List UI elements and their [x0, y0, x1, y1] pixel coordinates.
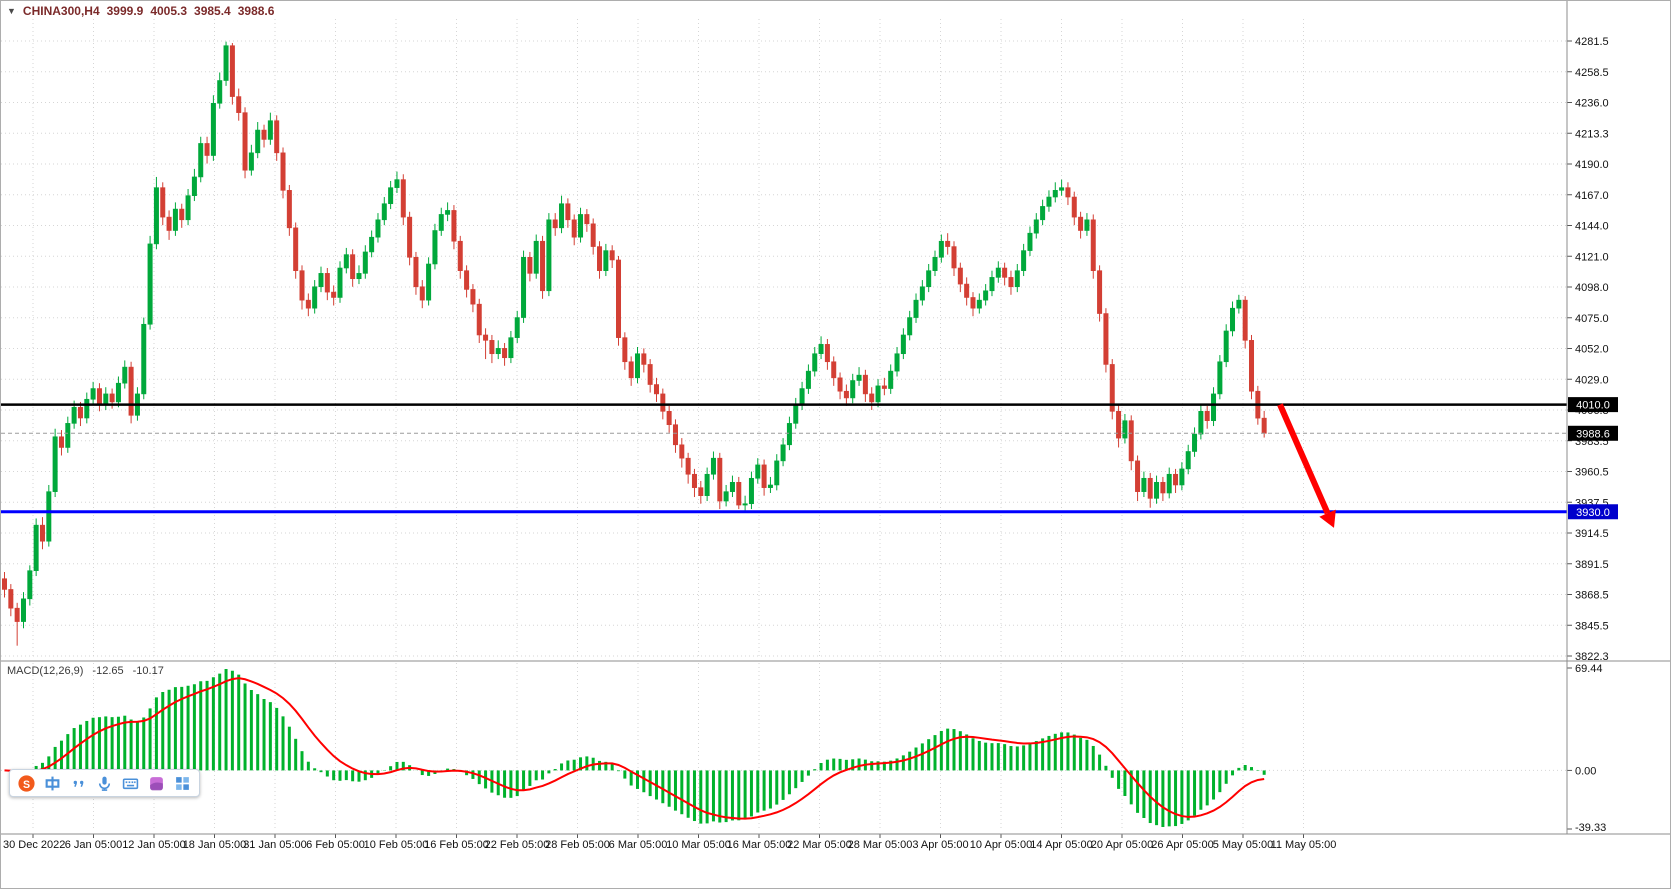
time-axis-label: 11 May 05:00 — [1271, 839, 1337, 851]
signal-value: -10.17 — [132, 665, 164, 677]
time-axis-label: 20 Apr 05:00 — [1091, 839, 1153, 851]
price-tick-label: 3914.5 — [1575, 528, 1609, 540]
time-axis-label: 6 Jan 05:00 — [65, 839, 123, 851]
macd-value: -12.65 — [92, 665, 124, 677]
price-tick-label: 4281.5 — [1575, 36, 1609, 48]
price-tick-label: 4190.0 — [1575, 159, 1609, 171]
price-tick-label: 3891.5 — [1575, 559, 1609, 571]
price-tick-label: 3868.5 — [1575, 590, 1609, 602]
skin-icon[interactable] — [148, 775, 165, 792]
macd-histogram — [9, 669, 1266, 827]
price-tick-label: 3845.5 — [1575, 620, 1609, 632]
price-tick-label: 4098.0 — [1575, 282, 1609, 294]
bid-price-tag: 3988.6 — [1568, 425, 1618, 441]
price-tick-label: 4258.5 — [1575, 67, 1609, 79]
support-price-tag: 3930.0 — [1568, 504, 1618, 520]
close-value: 3988.6 — [237, 4, 275, 18]
time-axis-label: 22 Feb 05:00 — [485, 839, 550, 851]
punctuation-icon[interactable] — [70, 775, 87, 792]
time-axis-label: 18 Jan 05:00 — [183, 839, 247, 851]
symbol-dropdown-icon[interactable]: ▼ — [7, 6, 16, 16]
svg-text:4010.0: 4010.0 — [1576, 400, 1610, 412]
voice-input-icon[interactable] — [96, 775, 113, 792]
price-tick-label: 4213.3 — [1575, 128, 1609, 140]
indicator-scale-label: 69.44 — [1575, 663, 1603, 675]
time-axis-label: 31 Jan 05:00 — [243, 839, 307, 851]
candlestick-series — [1, 41, 1267, 646]
price-tick-label: 4075.0 — [1575, 313, 1609, 325]
resistance-price-tag: 4010.0 — [1568, 397, 1618, 413]
indicator-axis: 69.44 0.00 -39.33 — [1567, 663, 1606, 834]
chart-header: ▼ CHINA300,H4 3999.9 4005.3 3985.4 3988.… — [7, 4, 274, 18]
time-axis-label: 10 Feb 05:00 — [364, 839, 429, 851]
time-axis-label: 3 Apr 05:00 — [912, 839, 968, 851]
symbol-timeframe-label: CHINA300,H4 — [22, 4, 100, 18]
svg-text:3988.6: 3988.6 — [1576, 428, 1610, 440]
price-tick-label: 4144.0 — [1575, 221, 1609, 233]
price-tick-label: 3960.5 — [1575, 467, 1609, 479]
sogou-logo-icon[interactable]: S — [18, 774, 35, 792]
time-axis-label: 26 Apr 05:00 — [1151, 839, 1213, 851]
time-axis-label: 10 Mar 05:00 — [666, 839, 731, 851]
panel-separators — [1, 1, 1670, 835]
time-axis-label: 12 Jan 05:00 — [122, 839, 186, 851]
svg-text:3930.0: 3930.0 — [1576, 507, 1610, 519]
time-axis-label: 28 Feb 05:00 — [545, 839, 610, 851]
macd-signal-line — [4, 677, 1265, 820]
time-axis-label: 6 Feb 05:00 — [306, 839, 365, 851]
chinese-mode-icon[interactable] — [44, 775, 61, 792]
indicator-name: MACD(12,26,9) — [7, 665, 84, 677]
high-value: 4005.3 — [150, 4, 188, 18]
time-axis-label: 28 Mar 05:00 — [848, 839, 913, 851]
price-tick-label: 4052.0 — [1575, 344, 1609, 356]
price-tick-label: 4121.0 — [1575, 251, 1609, 263]
time-axis-label: 6 Mar 05:00 — [609, 839, 668, 851]
trend-arrow[interactable] — [1277, 403, 1336, 528]
price-tick-label: 3822.3 — [1575, 651, 1609, 663]
time-axis-label: 10 Apr 05:00 — [970, 839, 1032, 851]
indicator-scale-label: -39.33 — [1575, 822, 1606, 834]
low-value: 3985.4 — [194, 4, 231, 18]
open-value: 3999.9 — [106, 4, 144, 18]
indicator-scale-label: 0.00 — [1575, 765, 1596, 777]
svg-text:S: S — [23, 778, 30, 790]
indicator-label: MACD(12,26,9) -12.65 -10.17 — [7, 665, 164, 677]
time-axis-label: 14 Apr 05:00 — [1030, 839, 1092, 851]
time-axis-label: 16 Feb 05:00 — [424, 839, 489, 851]
price-tick-label: 4236.0 — [1575, 98, 1609, 110]
toolbox-icon[interactable] — [174, 775, 191, 792]
soft-keyboard-icon[interactable] — [122, 775, 139, 792]
time-axis-label: 16 Mar 05:00 — [727, 839, 792, 851]
time-axis-label: 5 May 05:00 — [1213, 839, 1274, 851]
ime-toolbar[interactable]: S — [9, 769, 200, 797]
time-axis-label: 22 Mar 05:00 — [787, 839, 852, 851]
price-tick-label: 4029.0 — [1575, 374, 1609, 386]
price-tick-label: 4167.0 — [1575, 190, 1609, 202]
time-axis-label: 30 Dec 2022 — [3, 839, 65, 851]
